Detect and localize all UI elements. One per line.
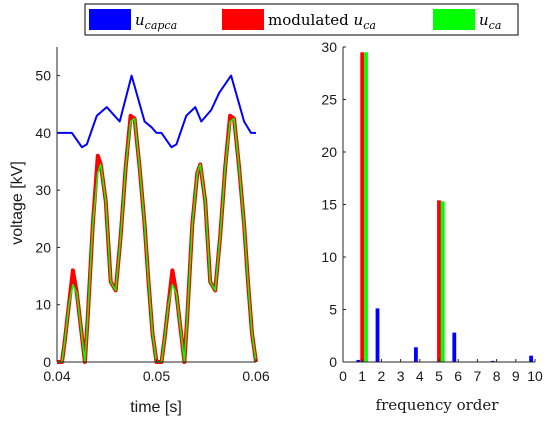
spectrum-plot-ytick-label: 5 [329,302,337,318]
spectrum-plot-xtick-label: 7 [474,368,482,384]
legend-label-uca-sub: ca [489,19,502,32]
legend-label-modulated-prefix: modulated [268,11,354,29]
bar-ucapca-order-2 [375,308,380,362]
spectrum-plot-xtick-label: 3 [397,368,405,384]
time-plot-xlabel: time [s] [130,399,182,416]
time-plot-ytick-label: 30 [35,182,51,198]
spectrum-plot-ytick-label: 0 [329,354,337,370]
time-plot-ticks: 0.04 0.05 0.06 0 10 20 30 40 50 [35,68,269,384]
spectrum-plot-ytick-label: 30 [321,39,337,55]
bar-ucapca-order-6 [452,332,457,362]
time-plot-series [56,74,258,364]
legend-label-uca-main: u [479,11,489,29]
spectrum-plot-xtick-label: 5 [435,368,443,384]
spectrum-plot-xtick-label: 6 [454,368,462,384]
bar-modulated-order-1 [360,52,365,363]
legend-label-modulated: modulated uca [268,11,376,32]
spectrum-plot-ytick-label: 15 [321,197,337,213]
legend-swatch-modulated [222,9,264,30]
legend-label-ucapca-main: u [135,11,145,29]
bar-modulated-order-5 [437,200,441,362]
legend-swatch-ucapca [89,9,131,30]
spectrum-plot-xtick-label: 4 [416,368,424,384]
bar-ucapca-order-1 [356,359,361,362]
time-plot-ytick-label: 0 [43,354,51,370]
time-plot-ytick-label: 20 [35,239,51,255]
spectrum-plot-xtick-label: 1 [358,368,366,384]
time-plot-ytick-label: 50 [35,68,51,84]
spectrum-plot-ytick-label: 10 [321,249,337,265]
spectrum-plot-xtick-label: 9 [512,368,520,384]
time-plot-xtick-label: 0.05 [143,368,170,384]
time-plot-ytick-label: 10 [35,297,51,313]
time-plot-xtick-label: 0.06 [242,368,269,384]
legend-swatch-uca [433,9,475,30]
bar-ucapca-order-4 [414,347,418,362]
time-plot-xtick-label: 0.04 [43,368,70,384]
bar-ucapca-order-8 [490,360,495,362]
spectrum-plot-ytick-label: 20 [321,144,337,160]
legend: ucapca modulated uca uca [84,3,519,36]
spectrum-plot-xtick-label: 0 [339,368,347,384]
bar-uca-order-1 [364,52,368,363]
time-plot-ytick-label: 40 [35,125,51,141]
time-plot-ylabel: voltage [kV] [9,161,26,245]
spectrum-plot-bars [356,52,533,363]
spectrum-plot-xtick-label: 2 [378,368,386,384]
legend-label-modulated-main: u [354,11,364,29]
spectrum-plot-xtick-label: 8 [493,368,501,384]
series-line-uca [57,117,257,363]
spectrum-plot-xlabel: frequency order [376,396,500,414]
legend-label-ucapca: ucapca [135,11,177,32]
bar-ucapca-order-10 [529,355,533,362]
time-plot: 0.04 0.05 0.06 0 10 20 30 40 50 time [s] voltage… [9,47,270,416]
spectrum-plot-xtick-label: 10 [527,368,543,384]
legend-label-ucapca-sub: capca [145,19,177,32]
legend-label-modulated-sub: ca [363,19,376,32]
spectrum-plot-ytick-label: 25 [321,92,337,108]
legend-label-uca: uca [479,11,501,32]
bar-uca-order-5 [440,201,445,362]
